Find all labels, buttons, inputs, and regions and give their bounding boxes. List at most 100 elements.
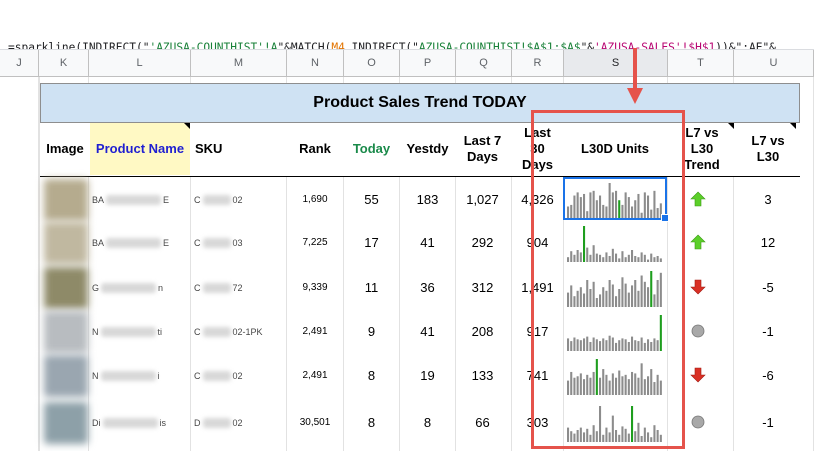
sparkline-bar (615, 190, 618, 219)
product-name-end: E (163, 194, 170, 205)
sparkline-chart[interactable] (565, 309, 665, 354)
sparkline-bar (576, 339, 579, 351)
sku-cell[interactable]: C 03 (194, 220, 290, 265)
yestdy-cell[interactable]: 41 (420, 235, 435, 250)
rank-cell[interactable]: 7,225 (302, 237, 328, 248)
header-yestdy[interactable]: Yestdy (406, 141, 449, 156)
rank-cell[interactable]: 2,491 (302, 370, 328, 381)
sparkline-bar (656, 208, 659, 219)
sparkline-bar (602, 287, 605, 307)
product-name-cell[interactable]: Di is (92, 400, 192, 445)
diff-cell[interactable]: 12 (760, 235, 776, 250)
column-header-u[interactable]: U (734, 50, 814, 76)
yestdy-cell[interactable]: 41 (420, 324, 435, 339)
diff-cell[interactable]: -1 (762, 415, 774, 430)
sparkline-bar (579, 340, 582, 351)
header-l7-vs-l30-trend[interactable]: L7 vs L30 Trend (670, 123, 734, 175)
product-image[interactable] (44, 222, 88, 264)
sparkline-bar (579, 252, 582, 262)
last30-cell[interactable]: 4,326 (521, 192, 554, 207)
formula-bar[interactable]: =sparkline(INDIRECT("'AZUSA-COUNTHIST'!A… (0, 0, 814, 50)
header-image[interactable]: Image (46, 141, 84, 156)
sku-start: C (194, 237, 201, 248)
product-image[interactable] (44, 355, 88, 397)
sku-cell[interactable]: C 02 (194, 177, 290, 222)
rank-cell[interactable]: 30,501 (299, 417, 331, 428)
today-cell[interactable]: 11 (364, 280, 379, 295)
redacted-text (202, 282, 231, 293)
last7-cell[interactable]: 208 (471, 324, 494, 339)
header-last7[interactable]: Last 7 Days (463, 133, 502, 164)
sparkline-bar (589, 434, 592, 442)
last7-cell[interactable]: 292 (471, 235, 494, 250)
yestdy-cell[interactable]: 19 (420, 368, 435, 383)
last30-cell[interactable]: 1,491 (521, 280, 554, 295)
last7-cell[interactable]: 66 (475, 415, 490, 430)
diff-cell[interactable]: -6 (762, 368, 774, 383)
column-header-t[interactable]: T (668, 50, 734, 76)
yestdy-cell[interactable]: 36 (420, 280, 435, 295)
today-cell[interactable]: 55 (364, 192, 379, 207)
header-rank[interactable]: Rank (299, 141, 331, 156)
sku-cell[interactable]: C 02 (194, 353, 290, 398)
rank-cell[interactable]: 2,491 (302, 326, 328, 337)
product-image[interactable] (44, 179, 88, 221)
column-header-j[interactable]: J (0, 50, 39, 76)
column-header-m[interactable]: M (191, 50, 287, 76)
header-sku[interactable]: SKU (195, 141, 223, 156)
today-cell[interactable]: 9 (367, 324, 376, 339)
fill-handle[interactable] (661, 214, 669, 222)
product-name-cell[interactable]: BA E (92, 177, 192, 222)
sparkline-chart[interactable] (565, 177, 665, 222)
column-header-k[interactable]: K (39, 50, 89, 76)
sparkline-bar (656, 256, 659, 262)
sparkline-chart[interactable] (565, 353, 665, 398)
product-image[interactable] (44, 402, 88, 444)
sku-cell[interactable]: C 02-1PK (194, 309, 290, 354)
redacted-text (202, 237, 231, 248)
column-header-n[interactable]: N (287, 50, 344, 76)
diff-cell[interactable]: -5 (762, 280, 774, 295)
sparkline-chart[interactable] (565, 400, 665, 445)
last7-cell[interactable]: 1,027 (466, 192, 499, 207)
header-l7-vs-l30[interactable]: L7 vs L30 (740, 123, 796, 175)
selected-cell-outline[interactable] (563, 177, 669, 222)
sparkline-bar (627, 197, 630, 219)
column-header-s[interactable]: S (564, 50, 668, 76)
product-image[interactable] (44, 267, 88, 309)
column-header-l[interactable]: L (89, 50, 191, 76)
redacted-text (101, 282, 157, 293)
yestdy-cell[interactable]: 183 (416, 192, 439, 207)
header-product-name[interactable]: Product Name (90, 123, 190, 175)
header-l30d-units[interactable]: L30D Units (565, 123, 665, 175)
sparkline-bar (621, 376, 624, 395)
last7-cell[interactable]: 133 (471, 368, 494, 383)
today-cell[interactable]: 8 (367, 368, 376, 383)
product-name-cell[interactable]: BA E (92, 220, 192, 265)
sparkline-bar (640, 436, 643, 442)
diff-cell[interactable]: -1 (762, 324, 774, 339)
down-arrow-icon (690, 367, 706, 383)
sparkline-chart[interactable] (565, 220, 665, 265)
column-header-q[interactable]: Q (456, 50, 512, 76)
column-header-r[interactable]: R (512, 50, 564, 76)
column-header-o[interactable]: O (344, 50, 400, 76)
today-cell[interactable]: 17 (364, 235, 379, 250)
product-image[interactable] (44, 311, 88, 353)
rank-cell[interactable]: 1,690 (302, 194, 328, 205)
last7-cell[interactable]: 312 (471, 280, 494, 295)
today-cell[interactable]: 8 (367, 415, 376, 430)
column-header-p[interactable]: P (400, 50, 456, 76)
sku-cell[interactable]: C 72 (194, 265, 290, 310)
header-today[interactable]: Today (352, 141, 391, 156)
yestdy-cell[interactable]: 8 (423, 415, 432, 430)
sparkline-bar (650, 342, 653, 351)
rank-cell[interactable]: 9,339 (302, 282, 328, 293)
sparkline-chart[interactable] (565, 265, 665, 310)
sku-end: 02-1PK (232, 326, 263, 337)
diff-cell[interactable]: 3 (764, 192, 772, 207)
sku-cell[interactable]: D 02 (194, 400, 290, 445)
